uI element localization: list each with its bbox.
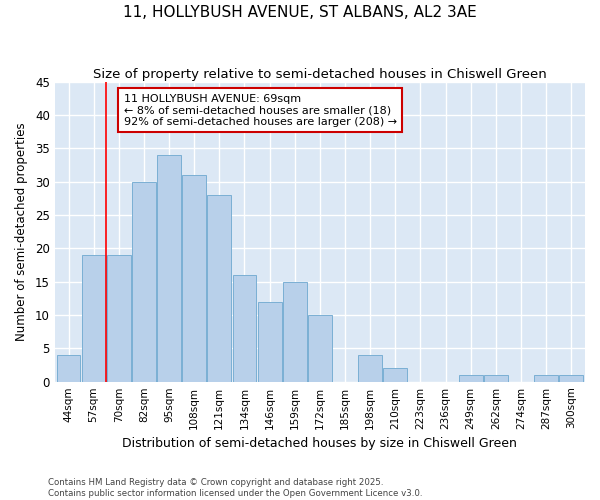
Bar	[308, 315, 332, 382]
Bar	[283, 282, 307, 382]
Text: Contains HM Land Registry data © Crown copyright and database right 2025.
Contai: Contains HM Land Registry data © Crown c…	[48, 478, 422, 498]
Bar	[107, 255, 131, 382]
Bar	[534, 375, 558, 382]
Bar	[182, 175, 206, 382]
Bar	[233, 275, 256, 382]
Bar	[559, 375, 583, 382]
Bar	[484, 375, 508, 382]
Text: 11, HOLLYBUSH AVENUE, ST ALBANS, AL2 3AE: 11, HOLLYBUSH AVENUE, ST ALBANS, AL2 3AE	[123, 5, 477, 20]
Bar	[56, 355, 80, 382]
Y-axis label: Number of semi-detached properties: Number of semi-detached properties	[15, 122, 28, 341]
Bar	[132, 182, 156, 382]
Bar	[257, 302, 281, 382]
Bar	[82, 255, 106, 382]
X-axis label: Distribution of semi-detached houses by size in Chiswell Green: Distribution of semi-detached houses by …	[122, 437, 517, 450]
Title: Size of property relative to semi-detached houses in Chiswell Green: Size of property relative to semi-detach…	[93, 68, 547, 80]
Bar	[383, 368, 407, 382]
Bar	[358, 355, 382, 382]
Bar	[459, 375, 482, 382]
Text: 11 HOLLYBUSH AVENUE: 69sqm
← 8% of semi-detached houses are smaller (18)
92% of : 11 HOLLYBUSH AVENUE: 69sqm ← 8% of semi-…	[124, 94, 397, 127]
Bar	[157, 155, 181, 382]
Bar	[208, 195, 231, 382]
